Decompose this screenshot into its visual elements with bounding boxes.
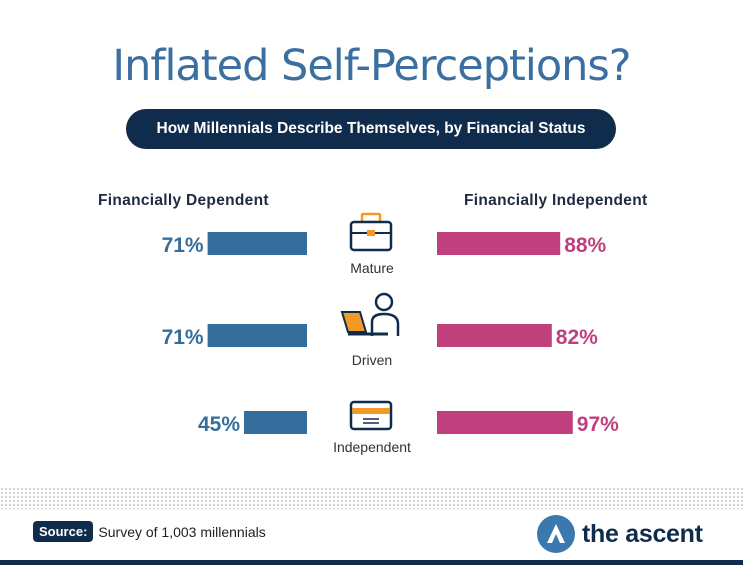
brand-name: the ascent [582, 519, 703, 548]
credit-card-icon [349, 400, 393, 431]
legend-financially-independent: Financially Independent [464, 192, 648, 209]
source-note: Source: Survey of 1,003 millennials [33, 521, 266, 542]
value-label-independent-independent: 97% [577, 413, 619, 436]
dotted-divider [0, 487, 743, 509]
bar-dependent-driven [207, 324, 307, 347]
ascent-logo-icon [537, 515, 575, 553]
value-label-independent-mature: 88% [564, 234, 606, 257]
person-at-laptop-icon [340, 292, 400, 336]
bar-dependent-independent [244, 411, 307, 434]
category-label-mature: Mature [350, 260, 394, 276]
bar-independent-driven [437, 324, 552, 347]
bottom-bar [0, 560, 743, 565]
value-label-independent-driven: 82% [556, 326, 598, 349]
legend-financially-dependent: Financially Dependent [98, 192, 269, 209]
butterfly-bar-chart: 71% 88% Mature 71% 82% Driven 45% 97% Independen… [162, 212, 619, 455]
brand-logo: the ascent [536, 514, 703, 554]
category-label-driven: Driven [352, 352, 392, 368]
bar-independent-independent [437, 411, 573, 434]
bar-independent-mature [437, 232, 561, 255]
category-label-independent: Independent [333, 439, 411, 455]
chart-subtitle: How Millennials Describe Themselves, by … [126, 109, 616, 149]
value-label-dependent-driven: 71% [162, 326, 204, 349]
chart-title: Inflated Self-Perceptions? [112, 41, 631, 91]
value-label-dependent-independent: 45% [198, 413, 240, 436]
source-label: Source: [33, 521, 94, 542]
source-text: Survey of 1,003 millennials [98, 523, 266, 540]
bar-dependent-mature [207, 232, 307, 255]
value-label-dependent-mature: 71% [162, 234, 204, 257]
briefcase-icon [349, 212, 393, 252]
